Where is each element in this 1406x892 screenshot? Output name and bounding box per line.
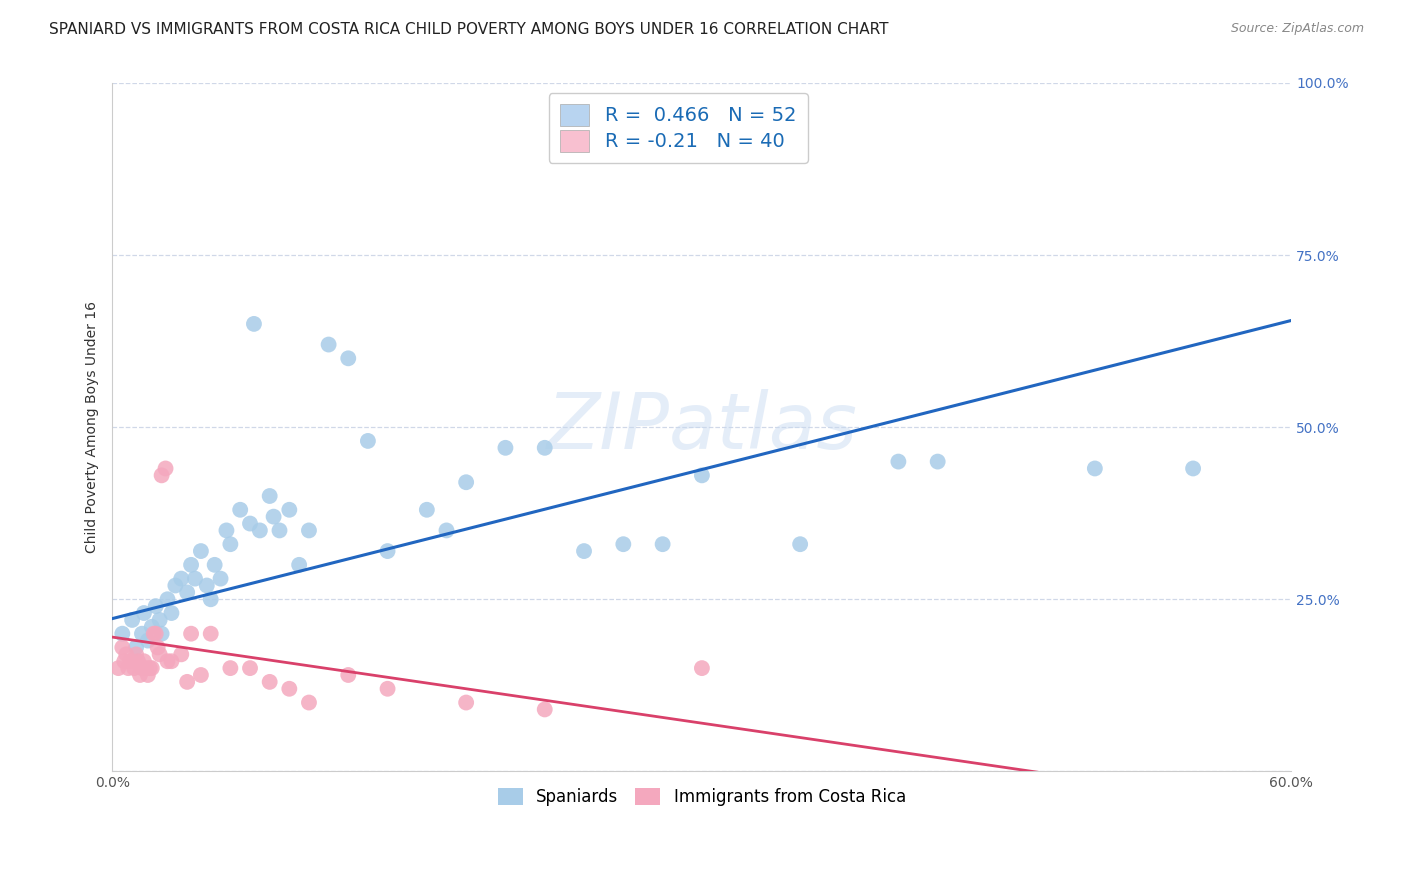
Point <box>136 633 159 648</box>
Point <box>131 661 153 675</box>
Point <box>249 524 271 538</box>
Point <box>200 592 222 607</box>
Point <box>229 502 252 516</box>
Point <box>141 661 163 675</box>
Point <box>209 572 232 586</box>
Point <box>789 537 811 551</box>
Point <box>127 654 149 668</box>
Point <box>150 468 173 483</box>
Point <box>690 468 713 483</box>
Point <box>243 317 266 331</box>
Point <box>139 661 162 675</box>
Point <box>887 454 910 468</box>
Point <box>125 648 148 662</box>
Point <box>112 654 135 668</box>
Point <box>111 640 134 655</box>
Point <box>129 668 152 682</box>
Point <box>132 606 155 620</box>
Point <box>278 681 301 696</box>
Point <box>190 544 212 558</box>
Point <box>219 661 242 675</box>
Point <box>150 626 173 640</box>
Text: ZIPatlas: ZIPatlas <box>547 389 858 465</box>
Point <box>176 585 198 599</box>
Y-axis label: Child Poverty Among Boys Under 16: Child Poverty Among Boys Under 16 <box>86 301 100 553</box>
Point <box>377 681 399 696</box>
Point <box>337 668 360 682</box>
Point <box>456 696 478 710</box>
Point <box>142 626 165 640</box>
Point <box>180 626 202 640</box>
Point <box>149 613 172 627</box>
Point <box>125 640 148 655</box>
Point <box>117 661 139 675</box>
Point <box>131 626 153 640</box>
Point <box>135 661 157 675</box>
Point <box>190 668 212 682</box>
Point <box>146 640 169 655</box>
Point <box>259 489 281 503</box>
Point <box>494 441 516 455</box>
Point <box>156 592 179 607</box>
Point <box>1182 461 1205 475</box>
Point <box>416 502 439 516</box>
Point <box>298 696 321 710</box>
Point <box>533 441 555 455</box>
Point <box>219 537 242 551</box>
Point <box>136 668 159 682</box>
Point <box>572 544 595 558</box>
Point <box>149 648 172 662</box>
Point <box>170 648 193 662</box>
Point <box>165 578 187 592</box>
Point <box>239 661 262 675</box>
Point <box>436 524 458 538</box>
Point <box>259 674 281 689</box>
Point <box>377 544 399 558</box>
Point <box>612 537 634 551</box>
Point <box>170 572 193 586</box>
Point <box>204 558 226 572</box>
Text: Source: ZipAtlas.com: Source: ZipAtlas.com <box>1230 22 1364 36</box>
Point <box>288 558 311 572</box>
Point <box>278 502 301 516</box>
Point <box>456 475 478 490</box>
Point <box>121 613 143 627</box>
Point <box>155 461 177 475</box>
Point <box>132 654 155 668</box>
Point <box>337 351 360 366</box>
Point <box>156 654 179 668</box>
Point <box>239 516 262 531</box>
Point <box>120 654 142 668</box>
Point <box>141 620 163 634</box>
Legend: Spaniards, Immigrants from Costa Rica: Spaniards, Immigrants from Costa Rica <box>489 780 914 814</box>
Point <box>200 626 222 640</box>
Point <box>176 674 198 689</box>
Point <box>651 537 673 551</box>
Point <box>111 626 134 640</box>
Point <box>215 524 238 538</box>
Point <box>533 702 555 716</box>
Point <box>121 654 143 668</box>
Point <box>115 648 138 662</box>
Point <box>160 654 183 668</box>
Point <box>927 454 949 468</box>
Point <box>269 524 291 538</box>
Point <box>184 572 207 586</box>
Point <box>357 434 380 448</box>
Point <box>690 661 713 675</box>
Point <box>318 337 340 351</box>
Point <box>1084 461 1107 475</box>
Point <box>122 661 145 675</box>
Point <box>145 626 167 640</box>
Point <box>195 578 218 592</box>
Point <box>298 524 321 538</box>
Text: SPANIARD VS IMMIGRANTS FROM COSTA RICA CHILD POVERTY AMONG BOYS UNDER 16 CORRELA: SPANIARD VS IMMIGRANTS FROM COSTA RICA C… <box>49 22 889 37</box>
Point <box>145 599 167 614</box>
Point <box>263 509 285 524</box>
Point <box>180 558 202 572</box>
Point <box>107 661 129 675</box>
Point <box>160 606 183 620</box>
